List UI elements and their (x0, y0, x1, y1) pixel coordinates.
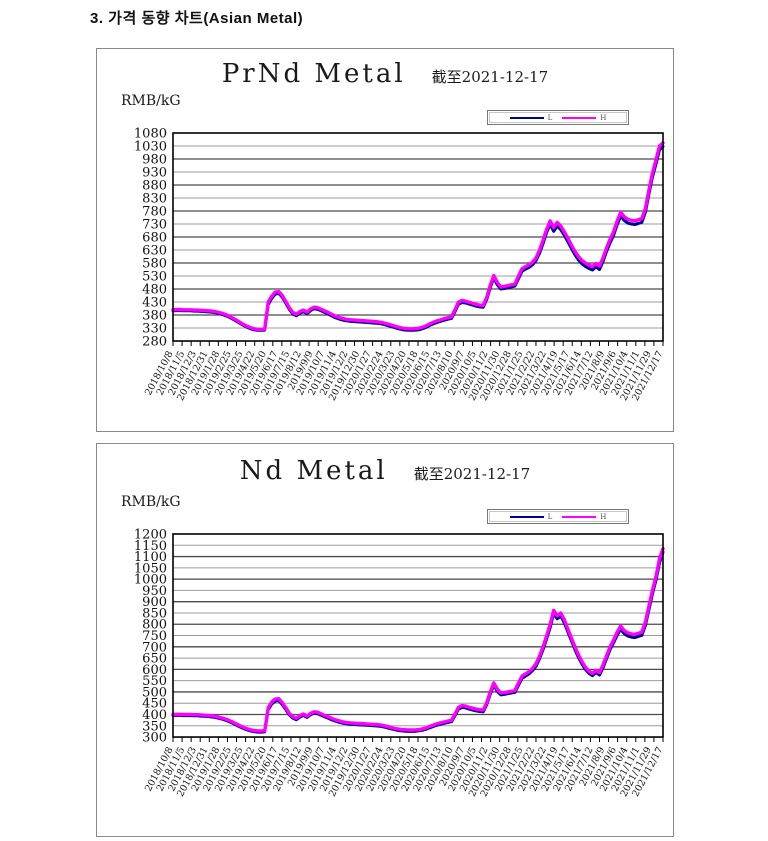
svg-text:330: 330 (142, 322, 167, 337)
nd-unit-label: RMB/kG (121, 494, 181, 510)
high-series-label: H (600, 113, 607, 122)
svg-text:980: 980 (142, 153, 167, 168)
svg-text:1050: 1050 (134, 561, 167, 576)
svg-text:930: 930 (142, 166, 167, 181)
svg-text:880: 880 (142, 179, 167, 194)
svg-text:450: 450 (142, 697, 167, 712)
prnd-title-row: PrNd Metal 截至2021-12-17 (97, 59, 673, 89)
prnd-chart-title: PrNd Metal (221, 59, 406, 89)
svg-text:830: 830 (142, 192, 167, 207)
svg-text:800: 800 (142, 618, 167, 633)
svg-text:380: 380 (142, 309, 167, 324)
x-axis-date-labels: 2018/10/82018/11/52018/12/32018/12/31201… (143, 349, 666, 403)
svg-text:430: 430 (142, 296, 167, 311)
x-axis-ticks (172, 737, 664, 743)
nd-chart-title: Nd Metal (239, 456, 388, 486)
high-series-line-swatch (562, 116, 597, 119)
nd-chart-panel: Nd Metal 截至2021-12-17 RMB/kG L H 1200 115… (96, 443, 674, 837)
series-line-H (171, 141, 665, 331)
prnd-chart-panel: PrNd Metal 截至2021-12-17 RMB/kG L H 1080 1… (96, 48, 674, 432)
prnd-asof-date: 截至2021-12-17 (431, 68, 549, 86)
nd-legend-entry-high: H (562, 513, 606, 521)
nd-title-row: Nd Metal 截至2021-12-17 (97, 456, 673, 486)
y-axis-tick-labels: 1200115011001050100095090085080075070065… (134, 528, 167, 746)
prnd-legend-entry-high: H (562, 114, 606, 122)
svg-text:580: 580 (142, 257, 167, 272)
y-axis-tick-labels: 1080103098093088083078073068063058053048… (134, 127, 167, 350)
svg-text:1100: 1100 (134, 550, 167, 565)
price-series-lines (171, 141, 665, 332)
svg-text:950: 950 (142, 584, 167, 599)
nd-asof-date: 截至2021-12-17 (413, 465, 531, 483)
page-title: 3. 가격 동향 차트(Asian Metal) (90, 10, 304, 27)
x-axis-date-labels: 2018/10/82018/11/52018/12/32018/12/31201… (143, 745, 666, 799)
nd-legend-entry-low: L (509, 512, 553, 521)
prnd-legend: L H (487, 110, 629, 125)
low-series-label: L (547, 512, 553, 521)
svg-text:780: 780 (142, 205, 167, 220)
svg-text:550: 550 (142, 674, 167, 689)
svg-text:1150: 1150 (134, 539, 167, 554)
svg-text:900: 900 (142, 595, 167, 610)
nd-price-line-chart: 1200115011001050100095090085080075070065… (134, 528, 666, 799)
prnd-unit-label: RMB/kG (121, 93, 181, 109)
svg-text:680: 680 (142, 231, 167, 246)
plot-border (172, 533, 664, 738)
svg-text:700: 700 (142, 640, 167, 655)
svg-text:1000: 1000 (134, 573, 167, 588)
svg-text:730: 730 (142, 218, 167, 233)
svg-text:1200: 1200 (134, 528, 167, 543)
svg-text:650: 650 (142, 652, 167, 667)
low-series-line-swatch (509, 116, 544, 119)
svg-text:850: 850 (142, 606, 167, 621)
svg-text:1030: 1030 (134, 140, 167, 155)
prnd-price-line-chart: 1080103098093088083078073068063058053048… (134, 127, 666, 403)
svg-text:400: 400 (142, 708, 167, 723)
svg-text:480: 480 (142, 283, 167, 298)
high-series-line-swatch (562, 515, 597, 518)
svg-text:350: 350 (142, 719, 167, 734)
x-axis-ticks (172, 341, 664, 346)
svg-text:600: 600 (142, 663, 167, 678)
gridlines (173, 544, 663, 727)
svg-text:750: 750 (142, 629, 167, 644)
low-series-label: L (547, 113, 553, 122)
prnd-legend-entry-low: L (509, 113, 553, 122)
low-series-line-swatch (509, 515, 544, 518)
nd-legend: L H (487, 509, 629, 524)
svg-text:1080: 1080 (134, 127, 167, 142)
svg-text:630: 630 (142, 244, 167, 259)
svg-text:300: 300 (142, 731, 167, 746)
high-series-label: H (600, 512, 607, 521)
svg-text:500: 500 (142, 685, 167, 700)
plot-border (172, 132, 664, 342)
svg-text:280: 280 (142, 335, 167, 350)
svg-text:530: 530 (142, 270, 167, 285)
series-line-H (171, 547, 665, 733)
price-series-lines (171, 547, 665, 734)
